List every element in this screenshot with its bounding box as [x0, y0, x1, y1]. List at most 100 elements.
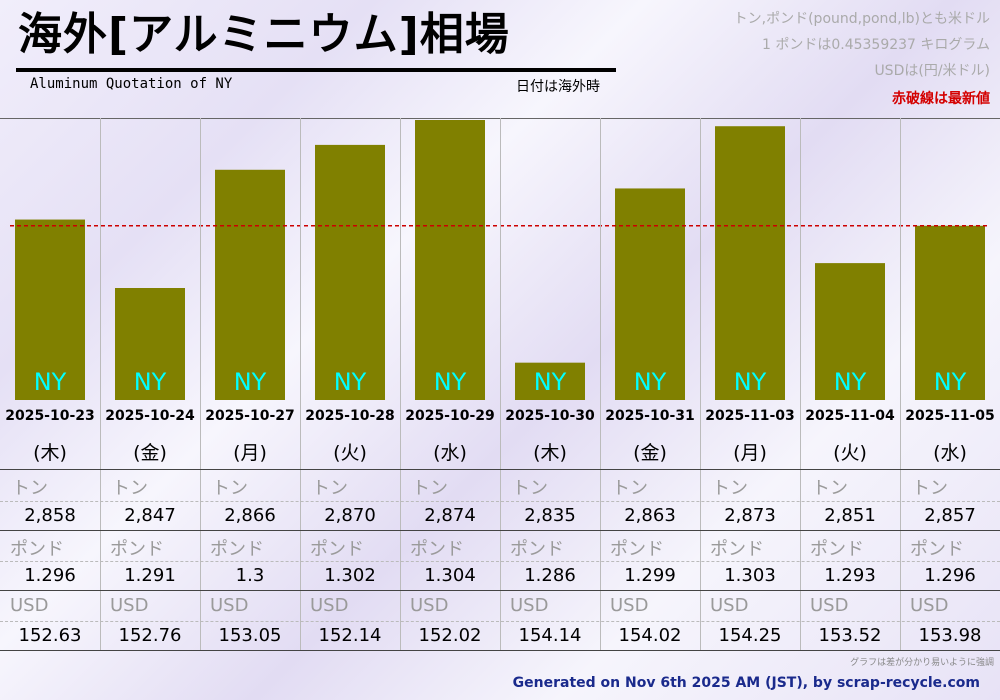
bar-label: NY — [234, 368, 267, 396]
usd-row-label: USD — [910, 595, 949, 616]
usd-row-label: USD — [10, 595, 49, 616]
bar-label: NY — [434, 368, 467, 396]
chart-subtitle: Aluminum Quotation of NY — [30, 76, 233, 92]
column-divider — [900, 118, 901, 650]
ton-row-label: トン — [812, 478, 848, 499]
usd-rate: 152.76 — [118, 625, 182, 646]
column-divider — [100, 118, 101, 650]
ton-row-label: トン — [512, 478, 548, 499]
column-divider — [500, 118, 501, 650]
pound-price: 1.293 — [824, 565, 876, 586]
pound-price: 1.296 — [924, 565, 976, 586]
date-label: 2025-10-27 — [205, 408, 295, 424]
usd-rate: 154.02 — [618, 625, 682, 646]
pound-row-label: ポンド — [710, 539, 764, 560]
ton-price: 2,863 — [624, 505, 676, 526]
usd-row-label: USD — [210, 595, 249, 616]
weekday-label: (火) — [833, 442, 867, 464]
ton-row-label: トン — [912, 478, 948, 499]
usd-rate: 153.05 — [218, 625, 282, 646]
ton-row-label: トン — [412, 478, 448, 499]
column-divider — [700, 118, 701, 650]
row-divider — [0, 561, 1000, 562]
usd-rate: 154.25 — [718, 625, 782, 646]
bar-2025-11-04 — [815, 263, 885, 400]
title-underline — [16, 68, 616, 72]
pound-price: 1.302 — [324, 565, 376, 586]
date-label: 2025-10-31 — [605, 408, 695, 424]
date-label: 2025-11-05 — [905, 408, 995, 424]
bar-label: NY — [934, 368, 967, 396]
bar-chart: NY NY NY NY NY NY NY NY NY NY — [10, 120, 988, 400]
ton-price: 2,835 — [524, 505, 576, 526]
bar-label: NY — [734, 368, 767, 396]
row-divider — [0, 590, 1000, 591]
pound-price: 1.296 — [24, 565, 76, 586]
weekday-label: (金) — [133, 442, 167, 464]
date-label: 2025-10-28 — [305, 408, 395, 424]
bar-label: NY — [834, 368, 867, 396]
bar-2025-10-24 — [115, 288, 185, 400]
bar-2025-10-29 — [415, 120, 485, 400]
row-divider — [0, 501, 1000, 502]
bar-label: NY — [634, 368, 667, 396]
credit-link[interactable]: Generated on Nov 6th 2025 AM (JST), by s… — [512, 675, 980, 691]
date-label: 2025-10-23 — [5, 408, 95, 424]
pound-row-label: ポンド — [610, 539, 664, 560]
weekday-label: (火) — [333, 442, 367, 464]
date-label: 2025-10-30 — [505, 408, 595, 424]
weekday-label: (木) — [533, 442, 567, 464]
ton-price: 2,847 — [124, 505, 176, 526]
pound-price: 1.286 — [524, 565, 576, 586]
usd-row-label: USD — [310, 595, 349, 616]
usd-rate: 152.14 — [318, 625, 382, 646]
weekday-label: (水) — [933, 442, 967, 464]
weekday-label: (月) — [733, 442, 767, 464]
bar-2025-10-27 — [215, 169, 285, 400]
ton-row-label: トン — [12, 478, 48, 499]
ton-price: 2,851 — [824, 505, 876, 526]
ton-price: 2,858 — [24, 505, 76, 526]
footnote: グラフは差が分かり易いように強調 — [850, 658, 994, 668]
bar-2025-10-23 — [15, 219, 85, 400]
ton-price: 2,857 — [924, 505, 976, 526]
column-divider — [300, 118, 301, 650]
ton-row-label: トン — [612, 478, 648, 499]
usd-rate: 152.02 — [418, 625, 482, 646]
usd-rate: 153.98 — [918, 625, 982, 646]
pound-row-label: ポンド — [510, 539, 564, 560]
column-divider — [600, 118, 601, 650]
usd-rate: 152.63 — [18, 625, 82, 646]
pound-price: 1.291 — [124, 565, 176, 586]
date-label: 2025-10-29 — [405, 408, 495, 424]
pound-conversion-note: 1 ポンドは0.45359237 キログラム — [761, 37, 990, 53]
usd-row-label: USD — [110, 595, 149, 616]
unit-note: トン,ポンド(pound,pond,lb)とも米ドル — [733, 11, 990, 27]
pound-row-label: ポンド — [810, 539, 864, 560]
bar-label: NY — [534, 368, 567, 396]
usd-row-label: USD — [810, 595, 849, 616]
usd-row-label: USD — [710, 595, 749, 616]
ton-row-label: トン — [212, 478, 248, 499]
ton-row-label: トン — [112, 478, 148, 499]
row-divider — [0, 469, 1000, 470]
column-divider — [800, 118, 801, 650]
row-divider — [0, 530, 1000, 531]
bar-2025-10-31 — [615, 188, 685, 400]
pound-row-label: ポンド — [910, 539, 964, 560]
weekday-label: (金) — [633, 442, 667, 464]
pound-price: 1.3 — [235, 565, 265, 586]
weekday-label: (月) — [233, 442, 267, 464]
ton-row-label: トン — [312, 478, 348, 499]
bar-2025-11-05 — [915, 225, 985, 400]
column-divider — [200, 118, 201, 650]
weekday-label: (水) — [433, 442, 467, 464]
date-label: 2025-10-24 — [105, 408, 195, 424]
bar-2025-10-30 — [515, 362, 585, 400]
pound-row-label: ポンド — [10, 539, 64, 560]
column-divider — [400, 118, 401, 650]
pound-price: 1.299 — [624, 565, 676, 586]
bar-label: NY — [334, 368, 367, 396]
ton-price: 2,866 — [224, 505, 276, 526]
row-divider — [0, 650, 1000, 651]
